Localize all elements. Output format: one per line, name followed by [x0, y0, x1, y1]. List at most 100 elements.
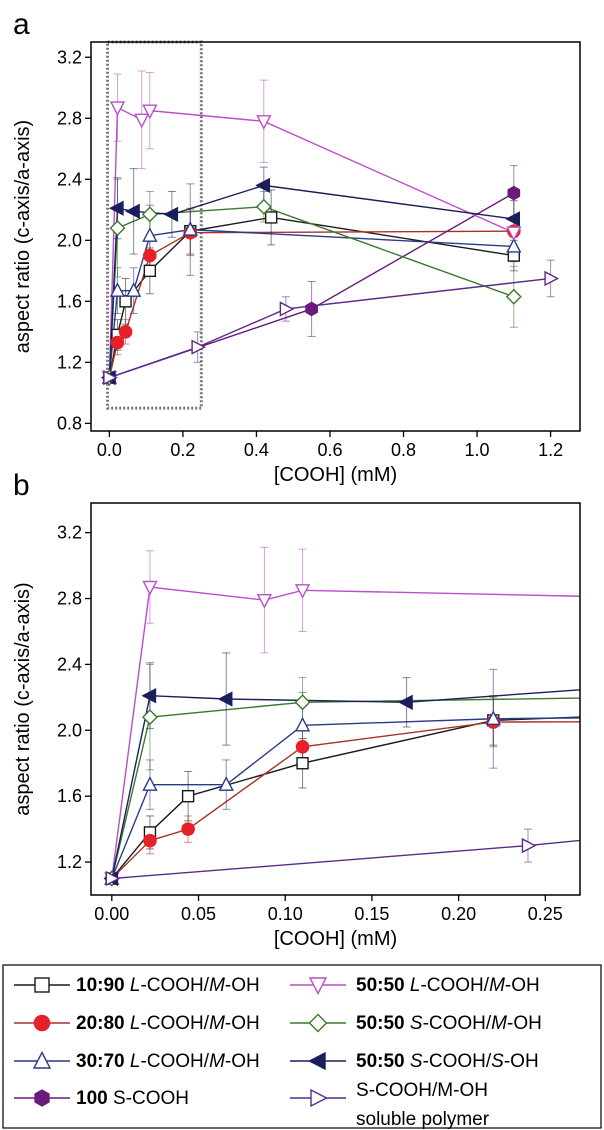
data-point-s6 [141, 709, 158, 726]
series-line-s3 [111, 717, 580, 879]
data-point-s3 [142, 227, 158, 242]
legend-label: 30:70 L-COOH/M-OH [76, 1051, 260, 1072]
x-tick-label: 0.20 [441, 904, 476, 924]
legend-item-s3: 30:70 L-COOH/M-OH [14, 1050, 260, 1072]
y-tick-label: 1.6 [57, 291, 82, 311]
legend-marker-s2 [33, 1014, 51, 1032]
legend-ratio: 50:50 [356, 1013, 410, 1034]
x-tick-label: 0.15 [354, 904, 389, 924]
data-point-s3 [125, 282, 142, 297]
x-tick-label: 0.25 [528, 904, 563, 924]
x-axis-label: [COOH] (mM) [274, 464, 397, 486]
chart-panel-a: a 0.0 0.2 0.4 0.6 0.8 1.0 1.2 0.8 1.2 1.6 2.0 2.4 2.8… [12, 8, 581, 486]
y-tick-label: 1.2 [57, 852, 82, 872]
plot-area [100, 70, 560, 387]
y-axis-label: aspect ratio (c-axis/a-axis) [12, 582, 34, 815]
x-tick-label: 0.8 [391, 440, 416, 460]
legend-marker-s4 [34, 1089, 50, 1107]
data-point-s6 [255, 198, 272, 215]
y-tick-label: 2.8 [57, 589, 82, 609]
x-tick-label: 0.10 [268, 904, 303, 924]
y-tick-label: 2.0 [57, 720, 82, 740]
data-point-s1 [143, 264, 157, 278]
series-line-s2 [111, 721, 580, 880]
legend-label: 100 S-COOH [76, 1088, 189, 1109]
data-point-s3 [182, 221, 198, 236]
x-tick-label: 0.05 [181, 904, 216, 924]
data-point-s5 [134, 113, 150, 129]
y-axis-label: aspect ratio (c-axis/a-axis) [12, 120, 34, 353]
data-point-s6 [505, 288, 522, 305]
legend-ratio: 30:70 [76, 1051, 130, 1072]
data-point-s3 [294, 716, 311, 732]
data-point-s8 [521, 837, 537, 854]
x-tick-label: 0.6 [317, 440, 342, 460]
data-point-s5 [109, 101, 126, 117]
data-point-s7 [141, 688, 157, 704]
chart-panel-b: b 0.00 0.05 0.10 0.15 0.20 0.25 1.2 1.6 2.0 2.4 2.8… [12, 469, 581, 950]
legend-item-s4: 100 S-COOH [14, 1088, 189, 1109]
y-tick-label: 2.0 [57, 230, 82, 250]
x-tick-label: 0.0 [97, 440, 122, 460]
data-point-s8 [105, 870, 121, 887]
data-point-s1 [119, 295, 132, 308]
legend-marker-s1 [34, 977, 50, 993]
y-tick-label: 1.6 [57, 786, 82, 806]
data-point-s3 [506, 237, 522, 253]
legend-item-s5: 50:50 L-COOH/M-OH [290, 975, 540, 996]
plot-area [103, 546, 580, 888]
data-point-s1 [296, 757, 309, 770]
y-tick-label: 3.2 [57, 47, 82, 67]
legend-ratio: 10:90 [76, 975, 130, 996]
data-point-s3 [485, 710, 501, 725]
y-tick-label: 2.8 [57, 108, 82, 128]
legend-frame [2, 964, 602, 1129]
legend-marker-s3 [32, 1050, 52, 1069]
y-tick-label: 0.8 [57, 413, 82, 433]
x-tick-label: 0.00 [94, 904, 129, 924]
data-point-s8 [279, 301, 295, 317]
y-tick-label: 2.4 [57, 169, 82, 189]
legend-label: 50:50 S-COOH/S-OH [356, 1051, 539, 1072]
legend-item-s8: S-COOH/M-OH soluble polymer [290, 1080, 490, 1130]
data-point-s7 [108, 200, 124, 216]
zoom-box [106, 40, 203, 410]
x-tick-label: 1.0 [465, 440, 490, 460]
data-point-s6 [141, 206, 158, 223]
data-point-s5 [506, 226, 522, 242]
data-point-s7 [163, 206, 179, 223]
panel-letter: a [13, 8, 30, 41]
data-point-s5 [142, 580, 158, 596]
data-point-s5 [294, 584, 311, 599]
legend-marker-s6 [308, 1013, 328, 1033]
legend-label: S-COOH/M-OH [356, 1080, 488, 1101]
data-point-s3 [142, 776, 158, 791]
x-axis-label: [COOH] (mM) [274, 928, 397, 950]
data-point-s5 [256, 593, 273, 609]
data-point-s2 [181, 822, 195, 836]
data-point-s2 [118, 325, 133, 339]
legend-ratio: 20:80 [76, 1013, 130, 1034]
legend-item-s6: 50:50 S-COOH/M-OH [290, 1013, 542, 1034]
legend-item-s7: 50:50 S-COOH/S-OH [290, 1051, 539, 1072]
data-point-s7 [125, 203, 140, 219]
data-point-s3 [109, 282, 126, 297]
data-point-s8 [544, 270, 560, 287]
data-point-s7 [398, 694, 413, 710]
legend-label: 50:50 S-COOH/M-OH [356, 1013, 542, 1034]
plot-frame [90, 41, 581, 432]
legend-item-s2: 20:80 L-COOH/M-OH [14, 1013, 260, 1034]
panel-letter: b [13, 469, 30, 502]
data-point-s7 [255, 177, 271, 194]
data-point-s1 [264, 211, 278, 224]
series-line-s8 [109, 277, 551, 379]
plot-frame [90, 502, 581, 896]
data-point-s5 [256, 115, 272, 130]
data-point-s2 [110, 335, 125, 350]
legend-marker-s5 [308, 977, 328, 996]
legend-item-s1: 10:90 L-COOH/M-OH [14, 975, 260, 996]
data-point-s2 [295, 739, 310, 754]
y-tick-label: 3.2 [57, 523, 82, 543]
data-point-s8 [103, 369, 118, 386]
